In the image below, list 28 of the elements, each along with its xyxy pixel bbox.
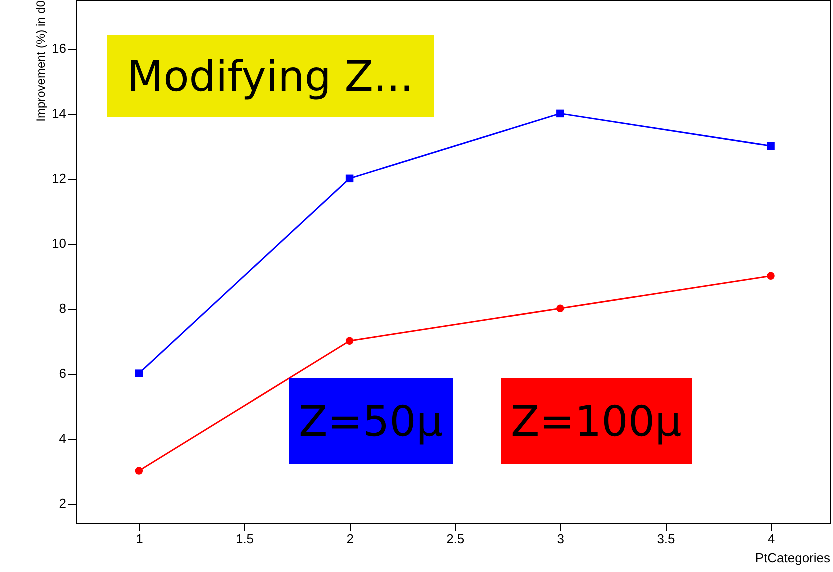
point <box>135 370 144 378</box>
text: Modifying Z... <box>107 35 434 117</box>
series-label: Z=100μ <box>501 378 692 464</box>
y-tick-label: 14 <box>52 106 66 122</box>
x-tick-label: 3 <box>557 532 565 546</box>
y-tick-label: 12 <box>52 171 66 186</box>
x-tick-label: 2 <box>346 532 354 546</box>
point <box>556 110 564 118</box>
x-tick-label: 3.5 <box>657 532 676 546</box>
x-axis-title: PtCategories <box>755 550 831 566</box>
x-tick-label: 2.5 <box>446 532 465 546</box>
text: Z=50μ <box>289 378 454 464</box>
y-tick-label: 10 <box>52 236 66 252</box>
x-tick-label: 1 <box>136 532 144 546</box>
point <box>767 142 775 150</box>
y-tick-label: 2 <box>59 496 66 512</box>
y-tick-label: 6 <box>59 366 66 382</box>
point <box>135 467 144 475</box>
y-tick-label: 4 <box>59 431 66 446</box>
point <box>767 272 775 280</box>
y-tick-label: 8 <box>59 301 66 316</box>
y-tick-label: 16 <box>52 41 66 56</box>
point <box>346 337 354 345</box>
x-tick-label: 4 <box>768 532 776 546</box>
point <box>346 174 354 183</box>
x-tick-label: 1.5 <box>236 532 254 546</box>
point <box>556 304 564 312</box>
y-axis-title: Improvement (%) in d0 <box>34 0 48 122</box>
